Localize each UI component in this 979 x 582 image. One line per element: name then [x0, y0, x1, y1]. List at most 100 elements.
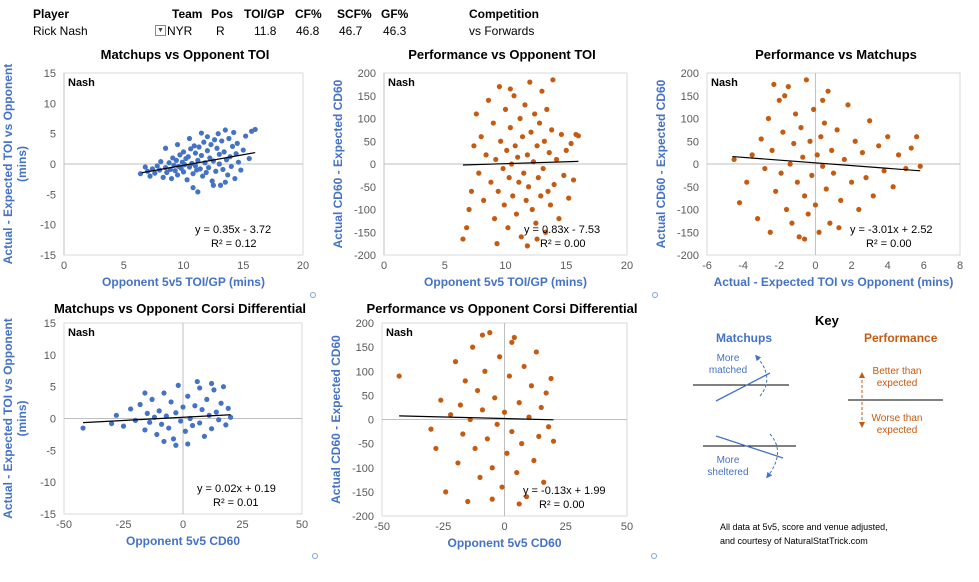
data-point	[484, 436, 490, 442]
data-point	[487, 330, 493, 336]
data-point	[144, 410, 150, 417]
data-point	[483, 152, 489, 158]
data-point	[517, 115, 523, 122]
y-tick-label: 0	[50, 414, 56, 426]
data-point	[438, 397, 444, 403]
chart-resize-handle[interactable]	[310, 292, 316, 298]
data-point	[539, 88, 545, 94]
data-point	[776, 97, 782, 103]
data-point	[481, 197, 487, 203]
data-point	[460, 431, 466, 437]
data-point	[787, 161, 793, 167]
data-point	[223, 422, 229, 428]
x-tick-label: -6	[702, 260, 712, 272]
data-point	[225, 172, 231, 178]
y-tick-label: 0	[370, 159, 376, 171]
data-point	[519, 441, 525, 447]
data-point	[801, 193, 808, 199]
data-point	[518, 234, 524, 240]
data-point	[563, 147, 569, 153]
x-tick-label: 0	[812, 260, 818, 272]
data-point	[218, 400, 224, 406]
data-point	[506, 373, 512, 379]
data-point	[142, 164, 148, 170]
data-point	[173, 157, 179, 163]
data-point	[235, 159, 242, 165]
y-tick-label: -50	[360, 182, 376, 194]
data-point	[466, 206, 472, 213]
data-point	[493, 156, 499, 163]
data-point	[174, 141, 181, 148]
data-point	[529, 206, 535, 213]
trend-equation: y = 0.35x - 3.72	[195, 224, 271, 236]
chart-resize-handle[interactable]	[651, 553, 657, 559]
header-col-pos: Pos	[211, 7, 234, 21]
data-point	[509, 339, 515, 345]
chart-title: Matchups vs Opponent Corsi Differential	[54, 301, 306, 316]
data-point	[769, 147, 775, 153]
data-point	[185, 154, 191, 160]
data-point	[485, 97, 492, 103]
y-tick-label: -150	[354, 227, 376, 239]
header-col-team: Team	[172, 7, 203, 21]
y-tick-label: 200	[356, 318, 374, 330]
y-axis-title: Actual CD60 - Expected CD60	[331, 79, 345, 248]
trend-equation: y = 0.02x + 0.19	[197, 483, 276, 495]
data-point	[561, 172, 567, 178]
data-point	[113, 412, 119, 418]
data-point	[163, 413, 169, 419]
data-point	[744, 179, 750, 185]
data-point	[528, 129, 534, 135]
y-tick-label: 150	[358, 91, 376, 103]
data-point	[492, 395, 498, 401]
data-point	[876, 143, 882, 149]
data-point	[785, 84, 791, 90]
data-point	[220, 166, 226, 173]
data-point	[546, 424, 552, 430]
data-point	[194, 378, 200, 385]
y-tick-label: 5	[50, 129, 56, 141]
data-point	[514, 469, 520, 476]
chart-resize-handle[interactable]	[312, 553, 318, 559]
y-tick-label: 100	[681, 114, 699, 126]
data-point	[152, 170, 158, 176]
data-point	[755, 216, 761, 222]
data-point	[914, 134, 920, 140]
data-point	[228, 163, 234, 170]
data-point	[222, 179, 228, 185]
data-point	[502, 106, 509, 112]
data-point	[433, 445, 439, 452]
data-point	[142, 390, 148, 396]
data-point	[548, 375, 554, 382]
data-point	[221, 149, 227, 155]
data-point	[870, 193, 876, 199]
team-dropdown-button[interactable]: ▼	[155, 25, 166, 36]
y-tick-label: -100	[352, 463, 374, 475]
data-point	[455, 460, 461, 466]
trend-r-squared: R² = 0.01	[213, 497, 259, 509]
chart-tag: Nash	[388, 77, 415, 89]
chart-tag: Nash	[68, 327, 95, 339]
key-more-sheltered: More sheltered	[707, 455, 749, 478]
data-point	[162, 145, 169, 151]
data-point	[491, 216, 498, 222]
chart-resize-handle[interactable]	[652, 292, 658, 298]
data-point	[168, 175, 175, 182]
data-point	[201, 433, 208, 439]
data-point	[830, 170, 837, 176]
data-point	[782, 93, 788, 99]
data-point	[473, 111, 479, 117]
x-tick-label: -2	[774, 260, 784, 272]
x-tick-label: 25	[560, 521, 572, 533]
team-value[interactable]: NYR	[167, 24, 193, 38]
data-point	[443, 489, 449, 495]
y-tick-label: -100	[354, 205, 376, 217]
data-point	[516, 179, 522, 185]
data-point	[812, 202, 819, 208]
data-point	[538, 404, 544, 411]
data-point	[533, 349, 539, 355]
chart-title: Matchups vs Opponent TOI	[101, 47, 270, 62]
data-point	[524, 243, 530, 249]
data-point	[546, 150, 552, 156]
data-point	[504, 147, 510, 153]
